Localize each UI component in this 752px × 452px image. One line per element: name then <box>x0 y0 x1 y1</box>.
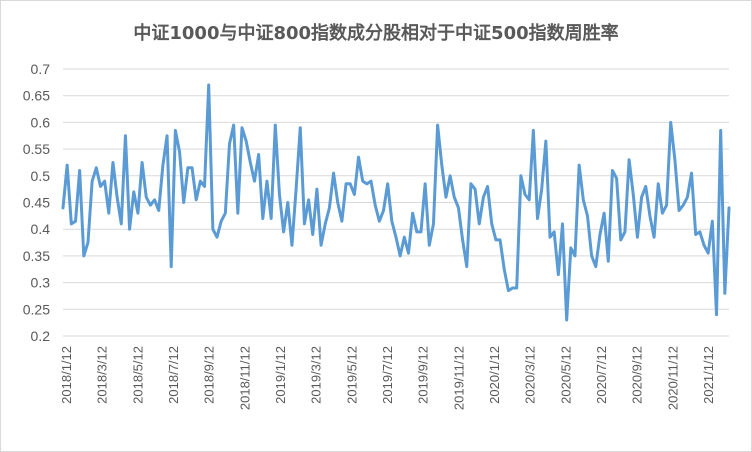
x-tick-label: 2019/9/12 <box>416 346 431 404</box>
y-tick-label: 0.7 <box>31 61 51 77</box>
x-tick-label: 2020/3/12 <box>523 346 538 404</box>
x-tick-label: 2020/7/12 <box>594 346 609 404</box>
y-tick-label: 0.45 <box>23 195 50 211</box>
x-tick-label: 2020/1/12 <box>487 346 502 404</box>
series-line-group <box>61 83 731 322</box>
x-tick-label: 2019/3/12 <box>309 346 324 404</box>
x-tick-label: 2019/5/12 <box>344 346 359 404</box>
y-tick-label: 0.6 <box>31 114 51 130</box>
y-tick-label: 0.35 <box>23 248 50 264</box>
x-tick-label: 2019/7/12 <box>380 346 395 404</box>
x-tick-label: 2020/5/12 <box>558 346 573 404</box>
x-tick-label: 2018/9/12 <box>202 346 217 404</box>
y-tick-label: 0.4 <box>31 221 51 237</box>
x-tick-label: 2018/11/12 <box>237 346 252 410</box>
x-tick-label: 2020/9/12 <box>630 346 645 404</box>
y-tick-label: 0.5 <box>31 168 51 184</box>
x-tick-label: 2018/1/12 <box>59 346 74 404</box>
x-tick-label: 2019/1/12 <box>273 346 288 404</box>
x-tick-label: 2019/11/12 <box>451 346 466 410</box>
x-tick-label: 2020/11/12 <box>665 346 680 410</box>
chart-title: 中证1000与中证800指数成分股相对于中证500指数周胜率 <box>133 23 619 44</box>
y-axis: 0.2 0.25 0.3 0.35 0.4 0.45 0.5 0.55 0.6 0.65 0.7 <box>23 61 50 344</box>
y-tick-label: 0.65 <box>23 88 50 104</box>
x-axis: 2018/1/12 2018/3/12 2018/5/12 2018/7/12 2018… <box>59 346 716 410</box>
y-tick-label: 0.25 <box>23 301 50 317</box>
x-tick-label: 2018/7/12 <box>166 346 181 404</box>
gridlines <box>63 68 729 337</box>
series-line <box>61 83 731 322</box>
y-tick-label: 0.55 <box>23 141 50 157</box>
y-tick-label: 0.2 <box>31 328 51 344</box>
x-tick-label: 2018/5/12 <box>130 346 145 404</box>
x-tick-label: 2021/1/12 <box>701 346 716 404</box>
y-tick-label: 0.3 <box>31 275 51 291</box>
x-tick-label: 2018/3/12 <box>95 346 110 404</box>
